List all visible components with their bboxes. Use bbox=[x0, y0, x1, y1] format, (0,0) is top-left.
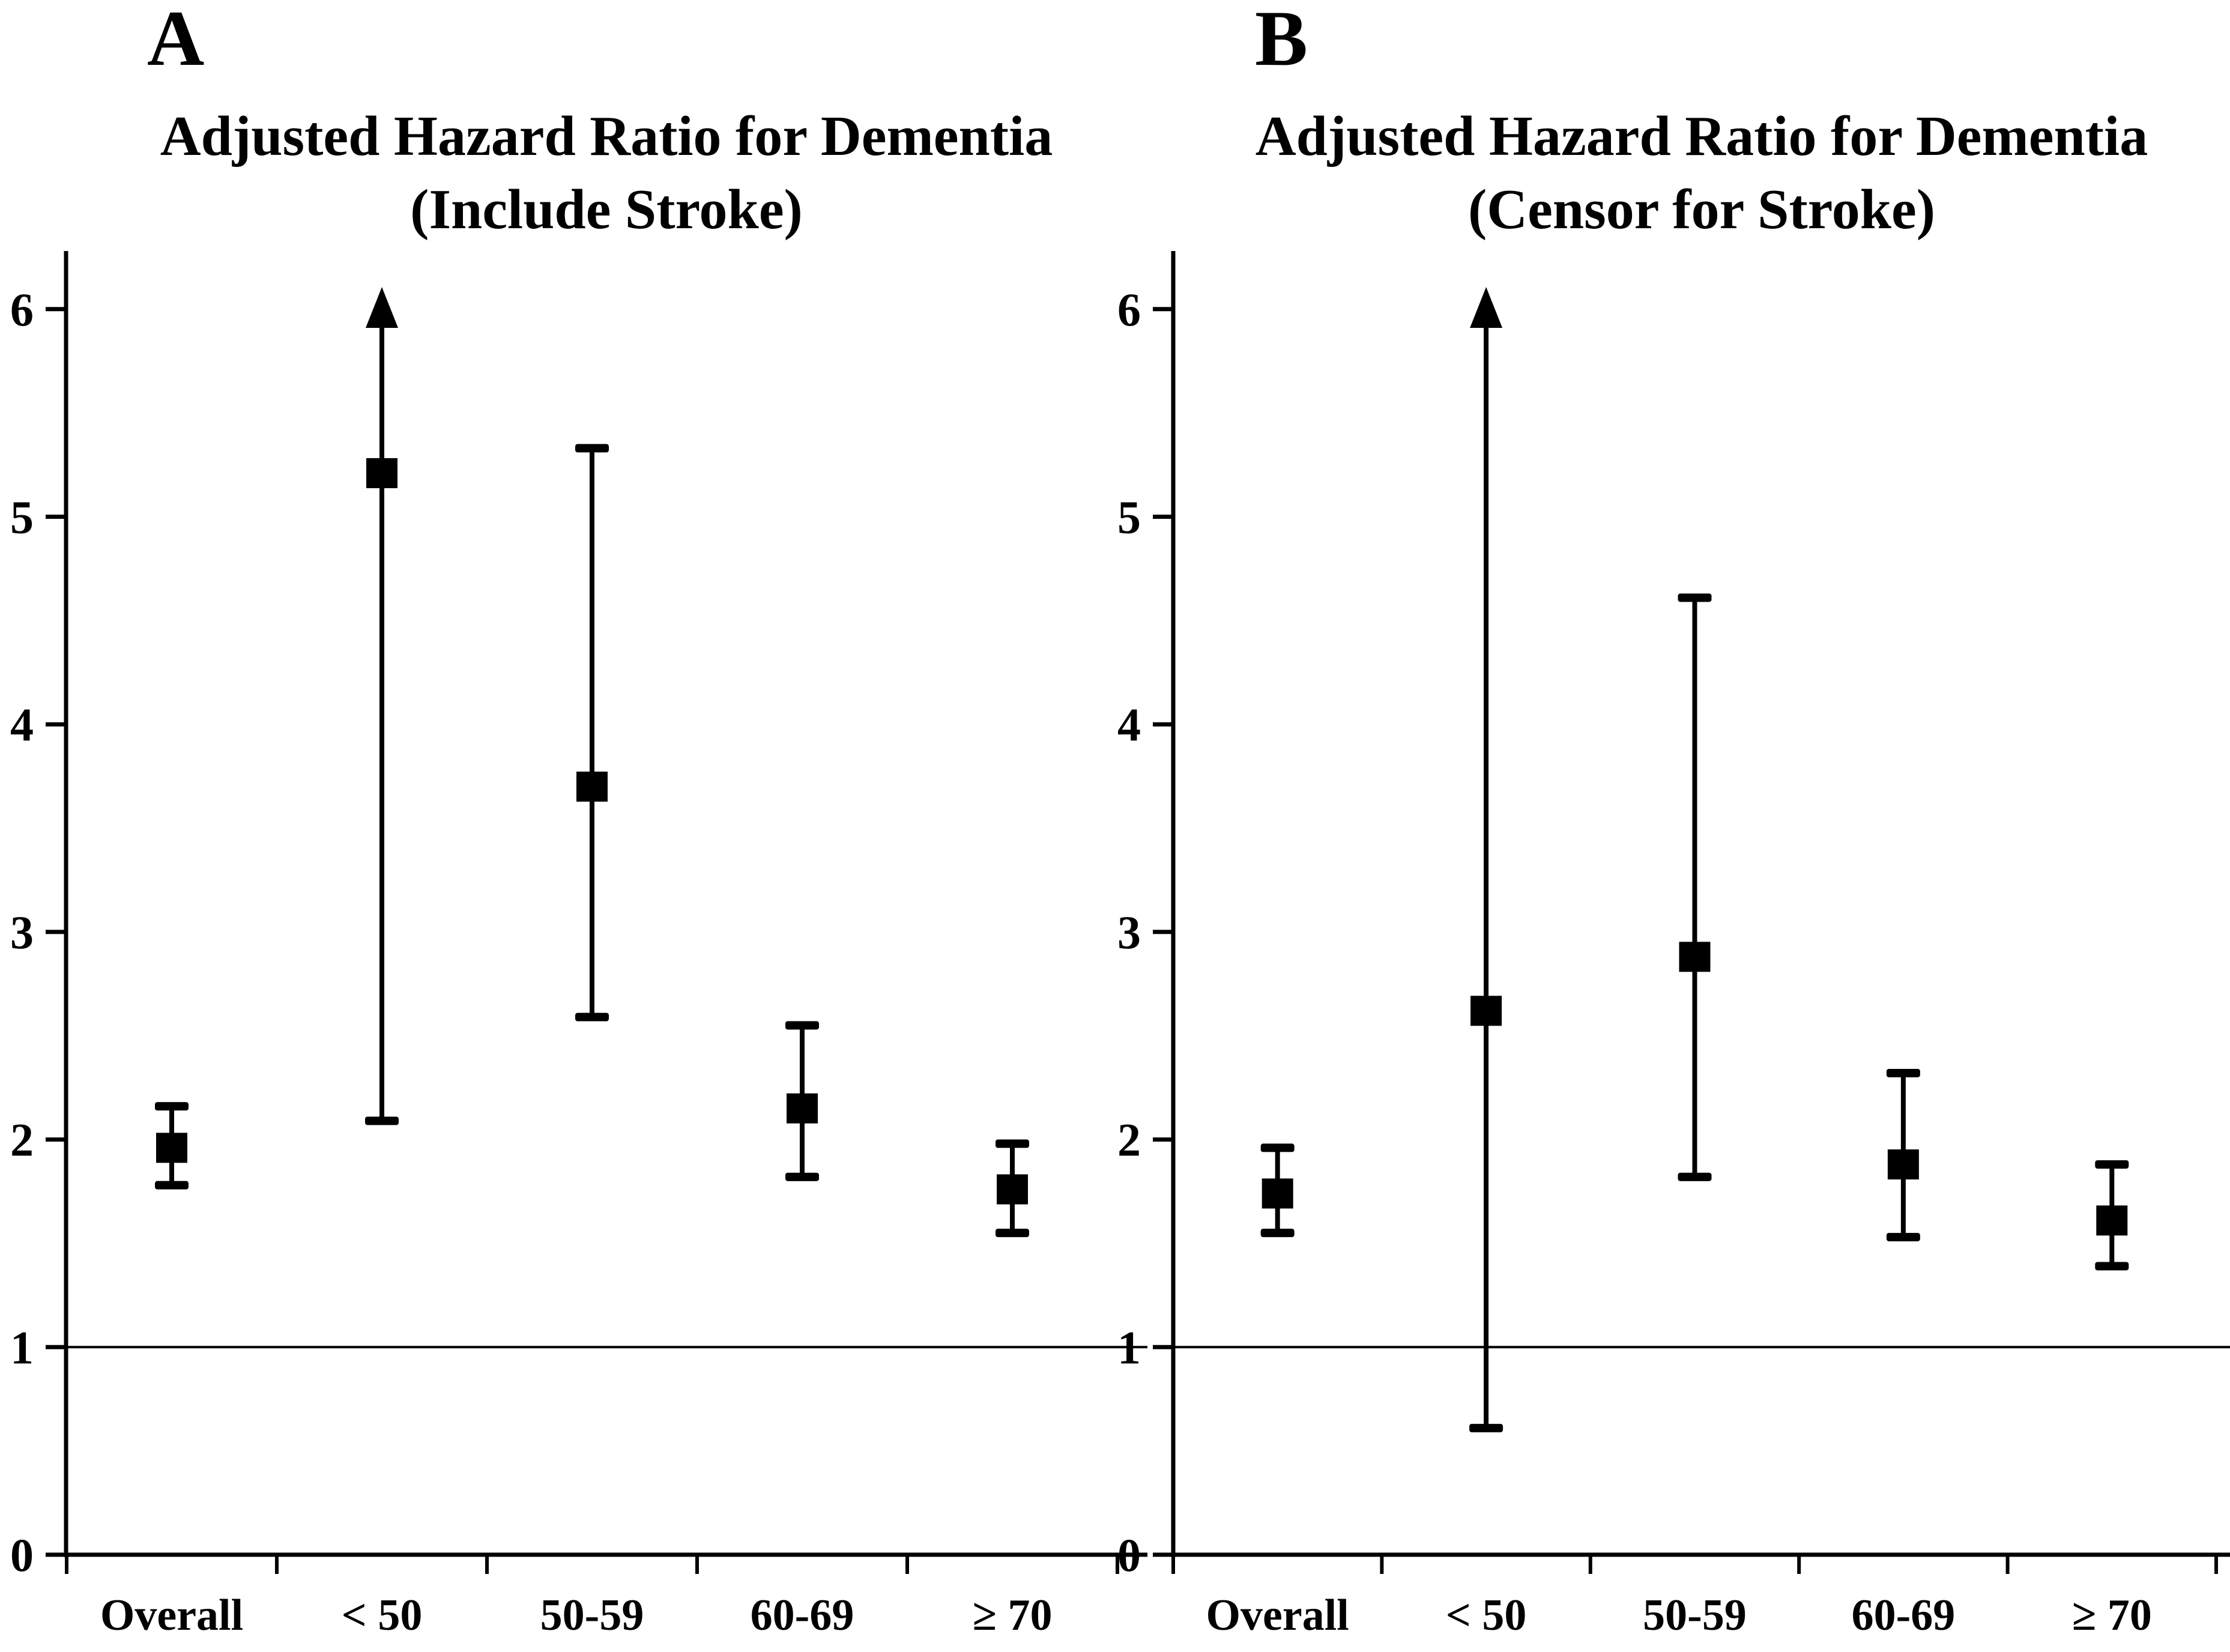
ci-lower-cap bbox=[575, 1012, 609, 1021]
ci-upper-cap bbox=[575, 444, 609, 453]
ci-lower-cap bbox=[1678, 1172, 1712, 1181]
x-category-label: ≥ 70 bbox=[2072, 1591, 2152, 1640]
panel-b-title-line2: (Censor for Stroke) bbox=[1468, 178, 1935, 241]
y-tick-label: 6 bbox=[1117, 283, 1141, 336]
ci-lower-cap bbox=[785, 1172, 819, 1181]
y-tick-label: 5 bbox=[10, 491, 34, 543]
x-category-label: 60-69 bbox=[1852, 1591, 1956, 1640]
ci-upper-offscale-arrow-icon bbox=[366, 287, 398, 328]
panel-B: B Adjusted Hazard Ratio for Dementia (Ce… bbox=[1117, 0, 2230, 1640]
x-category-label: ≥ 70 bbox=[972, 1591, 1052, 1640]
ci-upper-cap bbox=[155, 1102, 189, 1111]
hr-point-marker-square bbox=[156, 1133, 187, 1163]
y-tick-label: 5 bbox=[1117, 491, 1141, 543]
y-tick-label: 4 bbox=[10, 698, 34, 751]
ci-lower-cap bbox=[1260, 1229, 1295, 1238]
hr-point-marker-square bbox=[787, 1093, 818, 1124]
panel-a-title-line2: (Include Stroke) bbox=[410, 178, 803, 241]
panel-b-plot-area: 0 1 2 3 4 5 6 Overall < 50 50-59 60-69 ≥ 70 bbox=[1117, 251, 2230, 1640]
hr-point-marker-square bbox=[1679, 942, 1711, 972]
y-tick-label: 3 bbox=[10, 906, 34, 958]
panel-b-letter: B bbox=[1255, 0, 1308, 82]
x-category-label: Overall bbox=[1206, 1591, 1349, 1640]
ci-lower-cap bbox=[1886, 1233, 1920, 1242]
hr-point-marker-square bbox=[1887, 1149, 1919, 1180]
panel-a-title-line1: Adjusted Hazard Ratio for Dementia bbox=[160, 105, 1053, 168]
y-tick-label: 2 bbox=[10, 1114, 34, 1166]
ci-lower-cap bbox=[1469, 1424, 1503, 1433]
ci-upper-offscale-arrow-icon bbox=[1470, 287, 1503, 328]
y-tick-label: 4 bbox=[1117, 698, 1141, 751]
y-tick-label: 6 bbox=[10, 283, 34, 336]
ci-lower-cap bbox=[365, 1116, 399, 1125]
hr-point-marker-square bbox=[2096, 1205, 2128, 1236]
x-category-label: 60-69 bbox=[751, 1591, 854, 1640]
hr-point-marker-square bbox=[1262, 1178, 1293, 1209]
y-tick-label: 0 bbox=[10, 1529, 34, 1581]
ci-lower-cap bbox=[155, 1181, 189, 1190]
ci-lower-cap bbox=[2095, 1262, 2129, 1271]
panel-A: A Adjusted Hazard Ratio for Dementia (In… bbox=[10, 0, 1147, 1640]
x-category-label: < 50 bbox=[342, 1591, 423, 1640]
ci-upper-cap bbox=[2095, 1160, 2129, 1169]
ci-upper-cap bbox=[996, 1139, 1029, 1148]
hr-point-marker-square bbox=[366, 458, 397, 488]
hr-point-marker-square bbox=[1470, 996, 1502, 1026]
ci-upper-cap bbox=[1260, 1143, 1295, 1152]
ci-upper-cap bbox=[785, 1021, 819, 1030]
hr-point-marker-square bbox=[576, 771, 608, 802]
hr-point-marker-square bbox=[997, 1174, 1028, 1205]
panel-a-letter: A bbox=[147, 0, 204, 82]
panel-b-title-line1: Adjusted Hazard Ratio for Dementia bbox=[1256, 105, 2148, 168]
ci-upper-cap bbox=[1678, 593, 1712, 602]
y-tick-label: 2 bbox=[1117, 1114, 1141, 1166]
ci-lower-cap bbox=[996, 1229, 1029, 1238]
y-tick-label: 1 bbox=[10, 1321, 34, 1373]
x-category-label: Overall bbox=[100, 1591, 243, 1640]
x-category-label: 50-59 bbox=[1643, 1591, 1747, 1640]
y-tick-label: 1 bbox=[1117, 1321, 1141, 1373]
ci-upper-cap bbox=[1886, 1068, 1920, 1077]
y-tick-label: 0 bbox=[1117, 1529, 1141, 1581]
x-category-label: < 50 bbox=[1446, 1591, 1527, 1640]
x-category-label: 50-59 bbox=[540, 1591, 644, 1640]
y-tick-label: 3 bbox=[1117, 906, 1141, 958]
panel-a-plot-area: 0 1 2 3 4 5 6 Overall < 50 50-59 60-69 ≥ 70 bbox=[10, 251, 1147, 1640]
